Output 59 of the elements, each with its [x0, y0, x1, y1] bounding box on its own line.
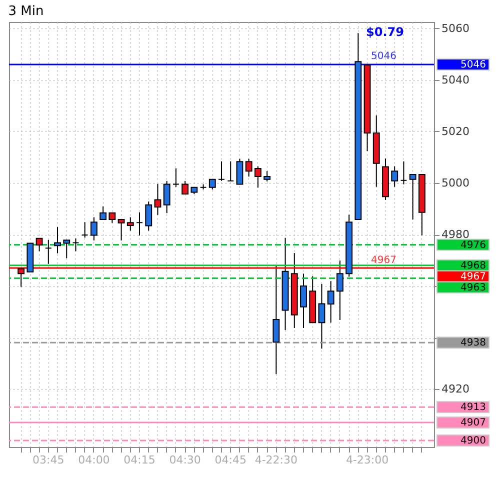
candlestick [36, 238, 43, 252]
candlestick [90, 216, 98, 241]
candlestick [18, 268, 25, 288]
x-tick-label: 03:45 [32, 454, 64, 466]
candlestick [264, 170, 271, 182]
candlestick [245, 158, 252, 178]
annotation: $0.79 [366, 25, 404, 39]
candlestick [63, 240, 70, 259]
y-tick-label: 4920 [442, 382, 470, 396]
chart-title: 3 Min [8, 4, 44, 19]
candlestick [254, 166, 262, 188]
x-tick-label: 4-22:30 [254, 454, 298, 466]
candlestick [182, 180, 189, 195]
candlestick [163, 180, 170, 214]
x-tick-label: 4-23:00 [346, 454, 389, 466]
candlestick [81, 222, 88, 238]
x-tick-label: 04:45 [214, 454, 246, 466]
candlestick [72, 238, 80, 252]
ref-line-label: 4967 [460, 271, 486, 282]
ref-line-label: 4938 [460, 338, 486, 349]
y-tick-label: 5040 [442, 73, 470, 86]
annotation: 4967 [371, 255, 396, 266]
ref-line-label: 4968 [460, 260, 486, 272]
ref-line-label: 4913 [460, 402, 486, 414]
candlestick [208, 178, 216, 190]
candlestick [236, 158, 244, 185]
candlestick [391, 166, 398, 188]
y-tick-label: 5020 [442, 124, 470, 138]
candlestick [409, 174, 416, 220]
x-tick-label: 04:30 [169, 454, 201, 466]
candlestick [136, 212, 143, 236]
candlestick [227, 160, 234, 182]
ref-line-label: 5046 [460, 60, 486, 70]
candlestick [300, 273, 307, 328]
ref-line-label: 4963 [460, 282, 486, 294]
candlestick [400, 160, 408, 185]
candlestick [100, 206, 107, 220]
x-tick-label: 04:15 [124, 454, 156, 466]
candlestick [318, 283, 326, 350]
candlestick [54, 226, 61, 254]
candlestick [172, 168, 180, 188]
ref-line-label: 4900 [460, 436, 486, 447]
x-tick-label: 04:00 [78, 454, 110, 466]
y-tick-label: 5060 [442, 22, 470, 35]
candlestick [145, 201, 152, 232]
candlestick [108, 212, 116, 224]
ref-line-label: 4907 [460, 418, 486, 429]
candlestick [218, 160, 225, 182]
y-tick-label: 4980 [442, 228, 470, 241]
candlestick [336, 260, 344, 321]
candlestick [327, 280, 334, 324]
candlestick [272, 264, 280, 375]
candlestick [154, 184, 162, 216]
annotation: 5046 [371, 51, 396, 62]
candlestick [44, 239, 52, 264]
candlestick [118, 219, 125, 241]
candlestick [126, 216, 134, 232]
y-tick-label: 5000 [442, 176, 470, 190]
ref-line-label: 4976 [460, 240, 486, 251]
